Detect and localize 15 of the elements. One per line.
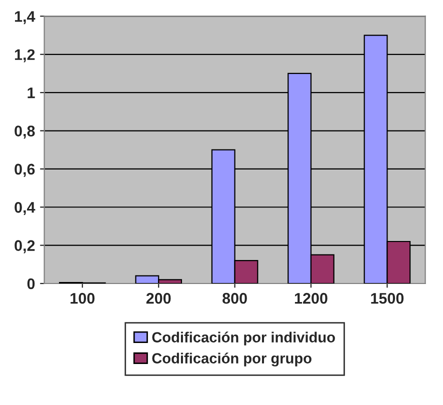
y-tick-label: 0,4 <box>14 202 36 216</box>
y-tick-label: 1,2 <box>15 49 35 62</box>
x-tick-label: 1200 <box>294 292 328 304</box>
y-tick-label: 0 <box>27 278 35 290</box>
x-tick-label: 200 <box>146 292 171 304</box>
x-tick-label: 800 <box>222 292 247 304</box>
y-tick-label: 1,4 <box>15 11 36 24</box>
y-tick-label: 0,2 <box>14 240 35 254</box>
y-tick-label: 1 <box>28 88 35 98</box>
legend-label: Codificación por grupo <box>152 352 312 366</box>
x-tick-label: 1500 <box>371 292 404 304</box>
legend-label: Codificación por individuo <box>152 332 335 346</box>
y-tick-label: 0,6 <box>14 164 35 177</box>
y-tick-label: 0,8 <box>14 126 35 139</box>
x-tick-label: 100 <box>70 292 95 304</box>
